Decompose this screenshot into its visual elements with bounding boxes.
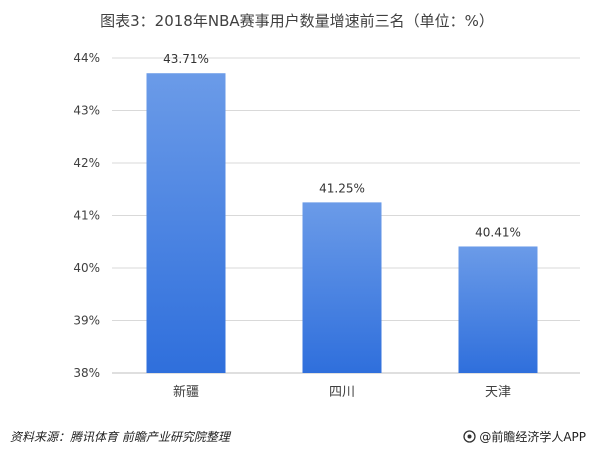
bar xyxy=(458,246,538,373)
data-label: 40.41% xyxy=(475,225,521,239)
footer: 资料来源：腾讯体育 前瞻产业研究院整理 @前瞻经济学人APP xyxy=(0,424,594,448)
y-tick-label: 38% xyxy=(73,366,100,380)
brand-credit: @前瞻经济学人APP xyxy=(463,428,586,445)
brand-text: @前瞻经济学人APP xyxy=(479,430,586,444)
data-label: 43.71% xyxy=(163,52,209,66)
y-tick-label: 41% xyxy=(73,209,100,223)
brand-logo-icon xyxy=(463,430,476,443)
data-label: 41.25% xyxy=(319,181,365,195)
y-tick-label: 44% xyxy=(73,51,100,65)
y-tick-label: 42% xyxy=(73,156,100,170)
x-tick-label: 新疆 xyxy=(173,384,199,400)
y-tick-label: 40% xyxy=(73,261,100,275)
y-tick-label: 43% xyxy=(73,104,100,118)
bar xyxy=(146,73,226,373)
bar xyxy=(302,202,382,373)
bar-chart: 38% 39% 40% 41% 42% 43% 44% 43.71% 41.25% 40.41%… xyxy=(73,51,580,400)
x-tick-label: 四川 xyxy=(329,385,355,400)
source-note: 资料来源：腾讯体育 前瞻产业研究院整理 xyxy=(10,430,230,444)
chart-title: 图表3：2018年NBA赛事用户数量增速前三名（单位：%） xyxy=(100,12,494,30)
y-tick-label: 39% xyxy=(73,314,100,328)
x-tick-label: 天津 xyxy=(485,385,511,400)
